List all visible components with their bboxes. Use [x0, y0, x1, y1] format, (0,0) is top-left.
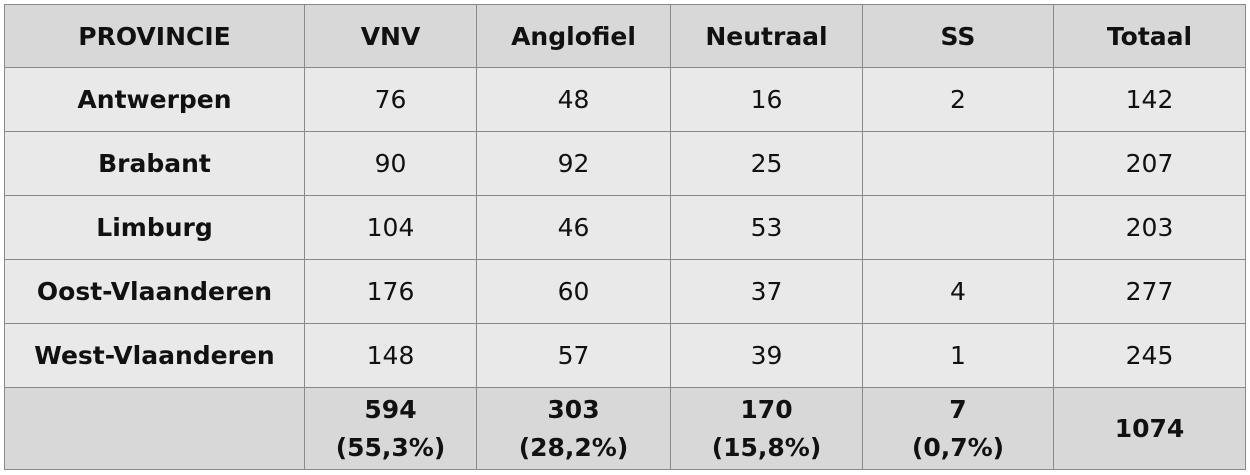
value-cell: 176 — [304, 259, 477, 324]
total-cell: 1074 — [1053, 387, 1246, 470]
totals-row: 594 (55,3%) 303 (28,2%) 170 (15,8%) 7 (0,7%) 107… — [4, 387, 1246, 470]
header-cell: SS — [862, 4, 1054, 68]
province-cell: Antwerpen — [4, 67, 305, 132]
value-cell: 1 — [862, 323, 1054, 388]
table-footer: 594 (55,3%) 303 (28,2%) 170 (15,8%) 7 (0,7%) 107… — [4, 387, 1246, 470]
value-cell: 148 — [304, 323, 477, 388]
value-cell: 2 — [862, 67, 1054, 132]
value-cell: 46 — [476, 195, 671, 260]
value-cell: 142 — [1053, 67, 1246, 132]
province-cell: West-Vlaanderen — [4, 323, 305, 388]
province-cell: Brabant — [4, 131, 305, 196]
empty-cell — [862, 195, 1054, 260]
header-cell: Totaal — [1053, 4, 1246, 68]
total-value: 170 — [740, 394, 793, 424]
value-cell: 25 — [670, 131, 863, 196]
header-cell: PROVINCIE — [4, 4, 305, 68]
table-row: Brabant 90 92 25 207 — [4, 131, 1246, 196]
value-cell: 39 — [670, 323, 863, 388]
header-cell: VNV — [304, 4, 477, 68]
header-cell: Anglofiel — [476, 4, 671, 68]
total-value: 7 — [949, 394, 967, 424]
value-cell: 207 — [1053, 131, 1246, 196]
value-cell: 4 — [862, 259, 1054, 324]
province-cell: Oost-Vlaanderen — [4, 259, 305, 324]
total-share: (55,3%) — [335, 432, 446, 462]
header-row: PROVINCIE VNV Anglofiel Neutraal SS Totaal — [4, 4, 1246, 68]
empty-cell — [4, 387, 305, 470]
table-body: Antwerpen 76 48 16 2 142 Brabant 90 92 25 207 Limbu… — [4, 67, 1246, 388]
table-row: West-Vlaanderen 148 57 39 1 245 — [4, 323, 1246, 388]
value-cell: 203 — [1053, 195, 1246, 260]
value-cell: 53 — [670, 195, 863, 260]
value-cell: 92 — [476, 131, 671, 196]
value-cell: 90 — [304, 131, 477, 196]
total-cell: 7 (0,7%) — [862, 387, 1054, 470]
value-cell: 16 — [670, 67, 863, 132]
empty-cell — [862, 131, 1054, 196]
total-share: (0,7%) — [911, 432, 1005, 462]
province-cell: Limburg — [4, 195, 305, 260]
value-cell: 60 — [476, 259, 671, 324]
table: PROVINCIE VNV Anglofiel Neutraal SS Totaal An… — [4, 4, 1246, 470]
value-cell: 76 — [304, 67, 477, 132]
total-cell: 170 (15,8%) — [670, 387, 863, 470]
total-share: (28,2%) — [518, 432, 629, 462]
value-cell: 104 — [304, 195, 477, 260]
total-share: (15,8%) — [711, 432, 822, 462]
value-cell: 48 — [476, 67, 671, 132]
total-value: 594 — [364, 394, 417, 424]
value-cell: 57 — [476, 323, 671, 388]
header-cell: Neutraal — [670, 4, 863, 68]
value-cell: 277 — [1053, 259, 1246, 324]
total-value: 1074 — [1114, 413, 1185, 443]
table-row: Oost-Vlaanderen 176 60 37 4 277 — [4, 259, 1246, 324]
value-cell: 245 — [1053, 323, 1246, 388]
total-cell: 594 (55,3%) — [304, 387, 477, 470]
total-value: 303 — [547, 394, 600, 424]
table-row: Antwerpen 76 48 16 2 142 — [4, 67, 1246, 132]
table-row: Limburg 104 46 53 203 — [4, 195, 1246, 260]
total-cell: 303 (28,2%) — [476, 387, 671, 470]
table-header: PROVINCIE VNV Anglofiel Neutraal SS Totaal — [4, 4, 1246, 68]
value-cell: 37 — [670, 259, 863, 324]
